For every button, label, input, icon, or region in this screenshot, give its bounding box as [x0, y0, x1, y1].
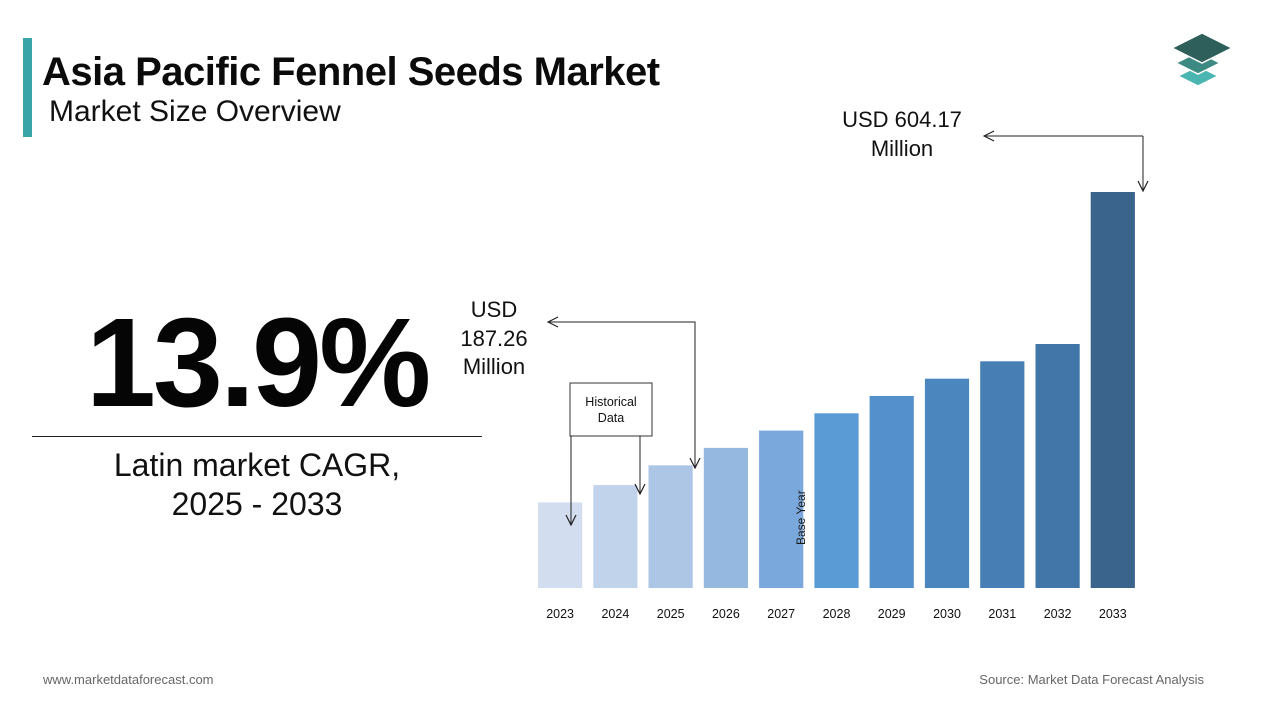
start-value-line2: 187.26 — [460, 326, 527, 351]
bar-2032 — [1035, 344, 1080, 588]
end-value-line1: USD 604.17 — [842, 107, 962, 132]
logo-layer-top — [1170, 32, 1234, 64]
x-tick-label-2028: 2028 — [823, 607, 851, 621]
x-tick-label-2023: 2023 — [546, 607, 574, 621]
bar-2030 — [924, 378, 970, 588]
x-tick-label-2033: 2033 — [1099, 607, 1127, 621]
bar-2025 — [648, 465, 693, 588]
bar-2026 — [703, 447, 748, 588]
cagr-value: 13.9% — [85, 292, 431, 433]
title-accent-bar — [23, 38, 32, 137]
end-value-line2: Million — [871, 136, 933, 161]
x-tick-label-2024: 2024 — [601, 607, 629, 621]
logo-layer-bottom — [1176, 65, 1220, 87]
x-tick-label-2029: 2029 — [878, 607, 906, 621]
bar-2031 — [980, 361, 1025, 588]
page-subtitle: Market Size Overview — [49, 95, 341, 128]
stacked-layers-icon — [1170, 32, 1234, 87]
bar-2029 — [869, 396, 914, 588]
bar-2023 — [538, 502, 583, 588]
historical-data-label-line1: Historical — [585, 395, 636, 409]
x-tick-labels: 2023 2024 2025 2026 2027 2028 2029 2030 2031 2032… — [546, 607, 1127, 621]
bar-2027 — [759, 430, 804, 588]
page-title: Asia Pacific Fennel Seeds Market — [42, 50, 660, 94]
x-tick-label-2032: 2032 — [1044, 607, 1072, 621]
forecast-year-label: Forecast Year — [1133, 482, 1147, 556]
base-year-label: Base Year — [794, 490, 808, 545]
historical-data-label-line2: Data — [598, 411, 624, 425]
x-tick-label-2030: 2030 — [933, 607, 961, 621]
start-value-line3: Million — [463, 354, 525, 379]
cagr-label-line2: 2025 - 2033 — [171, 486, 343, 522]
x-tick-label-2026: 2026 — [712, 607, 740, 621]
historical-data-box — [569, 382, 653, 437]
cagr-label-line1: Latin market CAGR, — [113, 447, 401, 483]
cagr-label: Latin market CAGR, 2025 - 2033 — [32, 446, 482, 524]
start-value-line1: USD — [471, 297, 517, 322]
footer-source: Source: Market Data Forecast Analysis — [979, 672, 1204, 687]
kpi-divider — [32, 436, 482, 437]
bar-2028 — [814, 413, 859, 588]
footer-website: www.marketdataforecast.com — [43, 672, 214, 687]
bar-2033 — [1090, 192, 1135, 588]
x-tick-label-2025: 2025 — [657, 607, 685, 621]
bar-2024 — [593, 485, 638, 588]
bars-layer — [538, 192, 1135, 588]
x-tick-label-2027: 2027 — [767, 607, 795, 621]
x-tick-label-2031: 2031 — [988, 607, 1016, 621]
